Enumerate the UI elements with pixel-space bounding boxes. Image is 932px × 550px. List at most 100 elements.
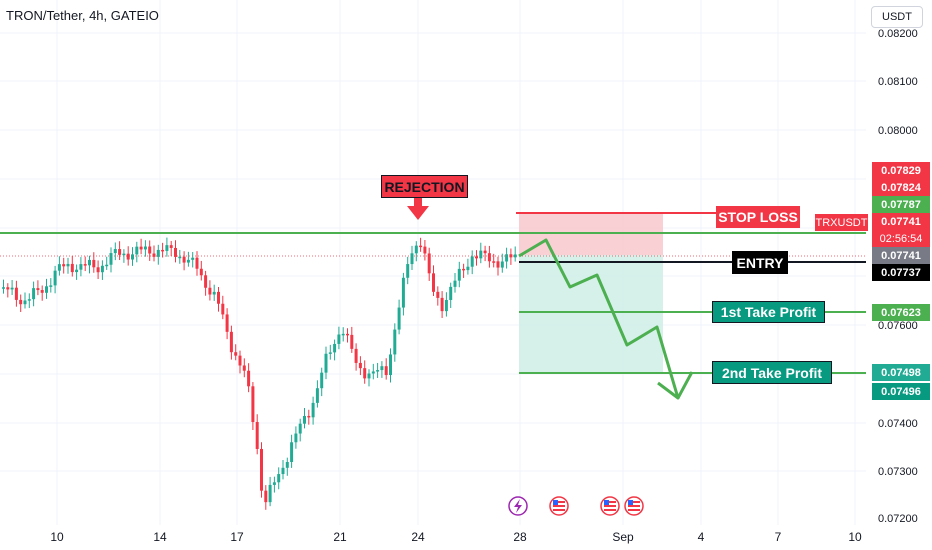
- time-tick: 21: [333, 530, 347, 544]
- candle-body: [315, 388, 319, 403]
- time-tick: 28: [513, 530, 527, 544]
- candle-body: [380, 366, 384, 371]
- time-tick: 10: [848, 530, 862, 544]
- candle-body: [49, 285, 53, 287]
- candle-body: [337, 334, 341, 344]
- candle-body: [406, 264, 410, 278]
- candle-body: [208, 287, 212, 295]
- candle-body: [186, 259, 190, 263]
- candle-body: [436, 291, 440, 298]
- price-badge-stop-loss-high: 0.07829: [872, 162, 930, 179]
- us-flag-icon[interactable]: [624, 496, 644, 516]
- candle-body: [371, 371, 375, 374]
- time-tick: 24: [411, 530, 425, 544]
- candle-body: [225, 314, 229, 332]
- candle-body: [397, 307, 401, 330]
- candle-body: [148, 246, 152, 254]
- candle-body: [419, 245, 423, 248]
- candle-body: [96, 267, 100, 273]
- candle-body: [88, 259, 91, 266]
- candlestick-series: [2, 237, 517, 510]
- us-flag-icon[interactable]: [600, 496, 620, 516]
- time-tick: Sep: [612, 530, 634, 544]
- candle-body: [66, 263, 70, 267]
- candle-body: [174, 247, 177, 257]
- price-tick: 0.07300: [878, 466, 918, 478]
- rejection-arrow-head: [407, 206, 429, 220]
- candle-body: [83, 264, 87, 266]
- price-badge-stop-loss: 0.07824: [872, 179, 930, 196]
- candle-body: [290, 442, 294, 462]
- price-badge-entry: 0.07737: [872, 264, 930, 281]
- take-profit-zone: [519, 255, 663, 373]
- candle-body: [57, 264, 61, 271]
- currency-button[interactable]: USDT: [871, 6, 923, 28]
- candle-body: [92, 259, 96, 268]
- candle-body: [298, 423, 302, 434]
- lightning-icon[interactable]: [508, 496, 528, 516]
- candle-body: [367, 373, 371, 379]
- stop-loss-label: STOP LOSS: [716, 206, 800, 228]
- candle-body: [432, 273, 435, 292]
- candle-body: [53, 270, 57, 286]
- candle-body: [350, 334, 354, 349]
- projected-arrow-head: [657, 371, 694, 400]
- rejection-arrow-shaft: [414, 198, 422, 207]
- candle-body: [135, 246, 139, 255]
- candle-body: [36, 288, 40, 291]
- candle-body: [268, 484, 272, 503]
- candle-body: [475, 256, 478, 259]
- candle-body: [333, 343, 337, 353]
- price-badge-tp2: 0.07498: [872, 364, 930, 381]
- candle-body: [131, 254, 134, 260]
- candle-body: [401, 277, 405, 308]
- candle-body: [32, 288, 36, 300]
- candle-body: [143, 246, 147, 250]
- candle-body: [75, 269, 79, 273]
- price-badge-close: 0.07741: [872, 247, 930, 264]
- candle-body: [320, 372, 324, 389]
- candle-body: [440, 297, 444, 312]
- price-badge-tp2-low: 0.07496: [872, 383, 930, 400]
- candle-body: [509, 254, 513, 258]
- candle-body: [414, 245, 418, 254]
- candle-body: [126, 253, 130, 260]
- candle-body: [10, 287, 14, 290]
- time-axis[interactable]: [0, 525, 866, 550]
- take-profit-1-label: 1st Take Profit: [712, 301, 825, 323]
- candle-body: [199, 268, 203, 276]
- candle-body: [191, 257, 195, 260]
- candle-body: [393, 329, 397, 355]
- candle-body: [496, 261, 500, 268]
- candle-body: [79, 264, 83, 270]
- candle-body: [238, 355, 242, 366]
- candle-body: [492, 261, 496, 263]
- us-flag-icon[interactable]: [549, 496, 569, 516]
- candle-body: [358, 362, 362, 369]
- price-badge-tp1: 0.07623: [872, 304, 930, 321]
- candle-body: [410, 253, 414, 265]
- projected-path: [518, 238, 680, 399]
- candle-body: [161, 249, 165, 252]
- candle-body: [272, 482, 276, 485]
- candle-body: [204, 275, 208, 288]
- candle-body: [470, 256, 474, 267]
- candle-body: [105, 264, 109, 267]
- ticker-tag: TRXUSDT: [815, 214, 868, 231]
- candle-body: [152, 253, 156, 257]
- candle-body: [389, 354, 392, 376]
- candle-body: [285, 461, 289, 468]
- candle-body: [100, 265, 104, 273]
- candle-body: [479, 250, 483, 259]
- candle-body: [277, 474, 281, 483]
- candle-body: [169, 245, 173, 248]
- candle-body: [156, 249, 160, 257]
- take-profit-2-label: 2nd Take Profit: [712, 361, 832, 384]
- candle-body: [234, 352, 238, 356]
- candle-body: [363, 368, 367, 379]
- symbol-title[interactable]: TRON/Tether, 4h, GATEIO: [6, 8, 159, 23]
- candle-body: [255, 422, 259, 449]
- time-tick: 4: [698, 530, 705, 544]
- candle-body: [2, 287, 5, 289]
